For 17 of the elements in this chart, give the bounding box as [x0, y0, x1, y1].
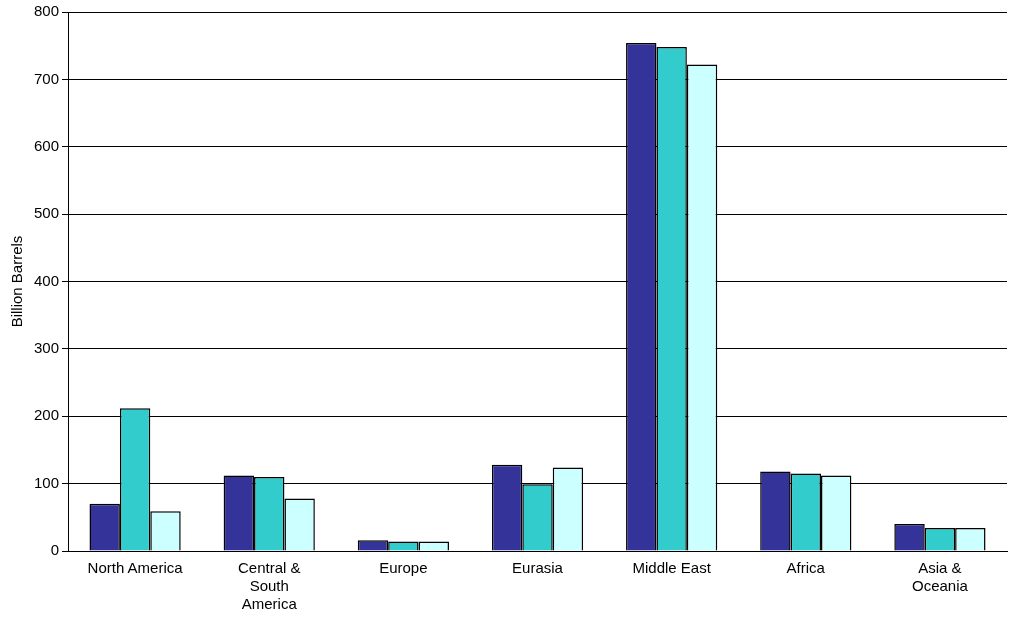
y-tick-label: 200	[34, 406, 60, 424]
y-axis-title: Billion Barrels	[8, 235, 26, 328]
x-tick-label: North America	[87, 559, 184, 577]
x-tick-label: Africa	[786, 559, 826, 577]
y-tick-label: 600	[34, 136, 60, 154]
x-tick-label: Europe	[379, 559, 428, 577]
x-tick-label: Eurasia	[512, 559, 564, 577]
y-tick-label: 400	[34, 271, 60, 289]
x-tick-label: Middle East	[632, 559, 712, 577]
x-tick-label: Asia & Oceania	[911, 559, 969, 595]
y-tick-label: 500	[34, 204, 60, 222]
y-tick-label: 0	[50, 541, 60, 559]
y-tick-label: 700	[34, 69, 60, 87]
y-tick-label: 800	[34, 2, 60, 20]
x-tick-label: Central & South America	[237, 559, 301, 613]
y-tick-label: 100	[34, 473, 60, 491]
y-tick-label: 300	[34, 339, 60, 357]
